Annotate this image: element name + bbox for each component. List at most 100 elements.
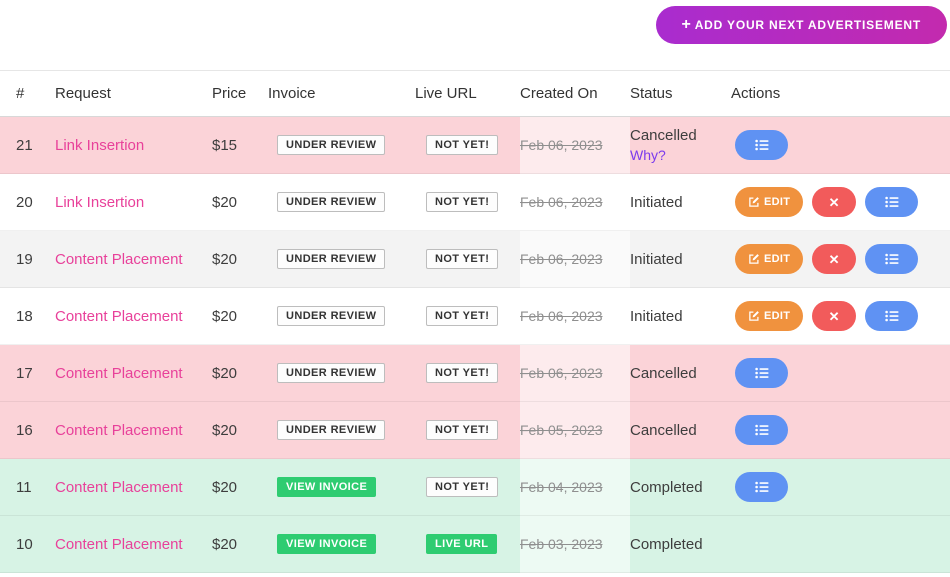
- status-text: Cancelled: [630, 364, 697, 382]
- delete-icon: ✕: [828, 308, 840, 324]
- invoice-badge[interactable]: VIEW INVOICE: [277, 477, 377, 497]
- actions-cell: EDIT ✕: [735, 244, 950, 274]
- actions-cell: EDIT ✕: [735, 187, 950, 217]
- edit-button[interactable]: EDIT: [735, 187, 804, 217]
- table-row: 18 Content Placement $20 UNDER REVIEW NO…: [0, 287, 950, 345]
- edit-button[interactable]: EDIT: [735, 301, 804, 331]
- created-on-date: Feb 03, 2023: [520, 535, 603, 552]
- price-cell: $20: [212, 458, 268, 516]
- delete-icon: ✕: [828, 194, 840, 210]
- delete-button[interactable]: ✕: [812, 244, 857, 274]
- request-link[interactable]: Link Insertion: [55, 136, 145, 154]
- live-url-badge: NOT YET!: [426, 420, 499, 440]
- details-button[interactable]: [735, 358, 788, 388]
- column-header-status[interactable]: Status: [630, 70, 731, 117]
- status-text: Initiated: [630, 193, 683, 211]
- edit-icon: [749, 311, 759, 321]
- table-row: 11 Content Placement $20 VIEW INVOICE NO…: [0, 458, 950, 516]
- request-link[interactable]: Content Placement: [55, 421, 183, 439]
- request-link[interactable]: Content Placement: [55, 250, 183, 268]
- details-button[interactable]: [865, 244, 919, 274]
- live-url-badge: NOT YET!: [426, 363, 499, 383]
- live-url-badge: NOT YET!: [426, 477, 499, 497]
- row-number: 21: [0, 116, 55, 174]
- created-on-date: Feb 05, 2023: [520, 421, 603, 438]
- edit-button-label: EDIT: [764, 253, 791, 265]
- delete-button[interactable]: ✕: [812, 187, 857, 217]
- status-text: Cancelled: [630, 126, 697, 144]
- live-url-badge: NOT YET!: [426, 306, 499, 326]
- list-icon: [885, 196, 899, 208]
- details-button[interactable]: [735, 130, 788, 160]
- created-on-date: Feb 06, 2023: [520, 250, 603, 267]
- live-url-badge: NOT YET!: [426, 135, 499, 155]
- row-number: 17: [0, 344, 55, 402]
- request-link[interactable]: Content Placement: [55, 478, 183, 496]
- column-header-created-on[interactable]: Created On: [520, 70, 630, 117]
- invoice-badge: UNDER REVIEW: [277, 363, 386, 383]
- column-header-actions[interactable]: Actions: [731, 70, 950, 117]
- price-cell: $20: [212, 230, 268, 288]
- list-icon: [754, 424, 769, 436]
- price-cell: $15: [212, 116, 268, 174]
- created-on-date: Feb 06, 2023: [520, 193, 603, 210]
- row-number: 10: [0, 515, 55, 573]
- delete-button[interactable]: ✕: [812, 301, 857, 331]
- request-link[interactable]: Content Placement: [55, 535, 183, 553]
- actions-cell: [735, 472, 950, 502]
- invoice-badge: UNDER REVIEW: [277, 135, 386, 155]
- price-cell: $20: [212, 401, 268, 459]
- details-button[interactable]: [865, 187, 919, 217]
- request-link[interactable]: Content Placement: [55, 364, 183, 382]
- status-why-link[interactable]: Why?: [630, 146, 666, 163]
- row-number: 11: [0, 458, 55, 516]
- price-cell: $20: [212, 515, 268, 573]
- edit-icon: [749, 254, 759, 264]
- edit-button-label: EDIT: [764, 310, 791, 322]
- table-row: 16 Content Placement $20 UNDER REVIEW NO…: [0, 401, 950, 459]
- table-body: 21 Link Insertion $15 UNDER REVIEW NOT Y…: [0, 116, 950, 573]
- created-on-date: Feb 06, 2023: [520, 136, 603, 153]
- invoice-badge: UNDER REVIEW: [277, 306, 386, 326]
- table-row: 17 Content Placement $20 UNDER REVIEW NO…: [0, 344, 950, 402]
- status-text: Completed: [630, 535, 703, 553]
- table-row: 21 Link Insertion $15 UNDER REVIEW NOT Y…: [0, 116, 950, 174]
- actions-cell: [735, 358, 950, 388]
- column-header-live-url[interactable]: Live URL: [415, 70, 520, 117]
- details-button[interactable]: [865, 301, 919, 331]
- created-on-date: Feb 06, 2023: [520, 307, 603, 324]
- invoice-badge[interactable]: VIEW INVOICE: [277, 534, 377, 554]
- table-row: 19 Content Placement $20 UNDER REVIEW NO…: [0, 230, 950, 288]
- column-header-number[interactable]: #: [0, 70, 55, 117]
- actions-cell: EDIT ✕: [735, 301, 950, 331]
- live-url-badge: NOT YET!: [426, 192, 499, 212]
- live-url-badge[interactable]: LIVE URL: [426, 534, 498, 554]
- edit-icon: [749, 197, 759, 207]
- list-icon: [885, 310, 899, 322]
- column-header-request[interactable]: Request: [55, 70, 212, 117]
- list-icon: [754, 139, 769, 151]
- edit-button[interactable]: EDIT: [735, 244, 804, 274]
- request-link[interactable]: Content Placement: [55, 307, 183, 325]
- edit-button-label: EDIT: [764, 196, 791, 208]
- advertisements-table: # Request Price Invoice Live URL Created…: [0, 70, 950, 573]
- row-number: 16: [0, 401, 55, 459]
- actions-cell: [735, 415, 950, 445]
- delete-icon: ✕: [828, 251, 840, 267]
- add-advertisement-label: ADD YOUR NEXT ADVERTISEMENT: [694, 18, 921, 32]
- row-number: 19: [0, 230, 55, 288]
- request-link[interactable]: Link Insertion: [55, 193, 145, 211]
- details-button[interactable]: [735, 472, 788, 502]
- price-cell: $20: [212, 173, 268, 231]
- status-text: Cancelled: [630, 421, 697, 439]
- invoice-badge: UNDER REVIEW: [277, 249, 386, 269]
- add-advertisement-button[interactable]: + ADD YOUR NEXT ADVERTISEMENT: [655, 6, 947, 44]
- column-header-invoice[interactable]: Invoice: [268, 70, 415, 117]
- list-icon: [754, 481, 769, 493]
- price-cell: $20: [212, 287, 268, 345]
- list-icon: [754, 367, 769, 379]
- created-on-date: Feb 06, 2023: [520, 364, 603, 381]
- column-header-price[interactable]: Price: [212, 70, 268, 117]
- details-button[interactable]: [735, 415, 788, 445]
- status-text: Initiated: [630, 250, 683, 268]
